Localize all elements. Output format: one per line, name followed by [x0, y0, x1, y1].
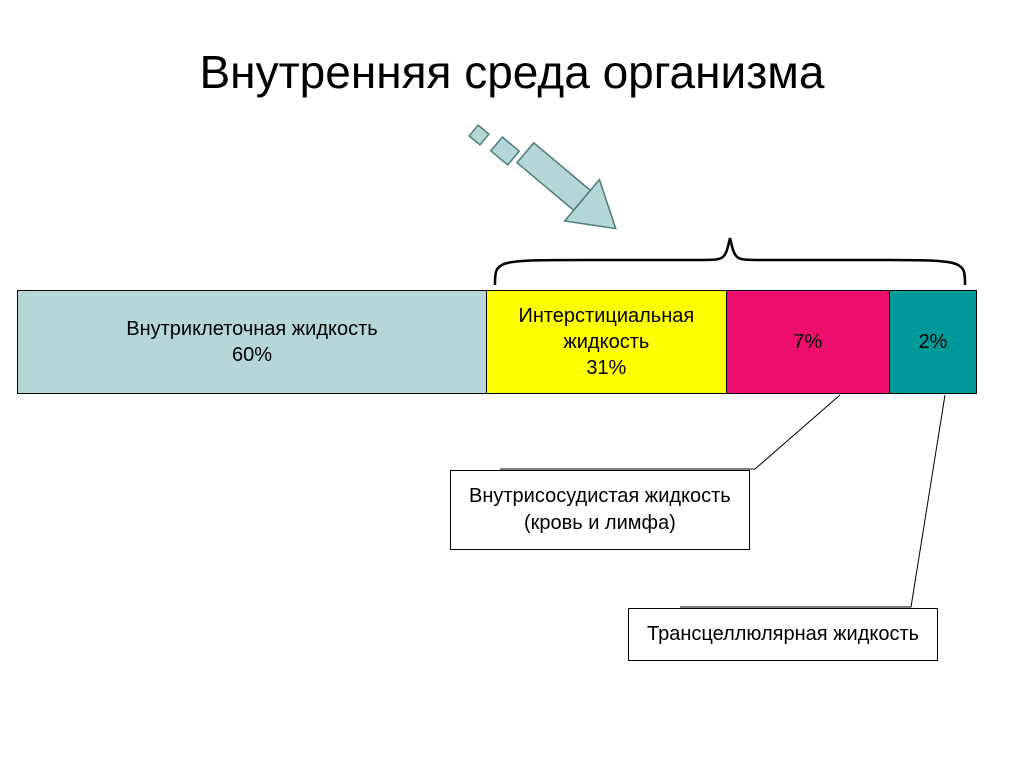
segment-intravascular: 7%: [727, 291, 890, 393]
diagram-title: Внутренняя среда организма: [0, 45, 1024, 99]
callout-transcellular: Трансцеллюлярная жидкость: [628, 608, 938, 661]
arrow-icon: [469, 125, 633, 240]
segment-intracellular: Внутриклеточная жидкость 60%: [18, 291, 487, 393]
stacked-bar: Внутриклеточная жидкость 60% Интерстициа…: [17, 290, 977, 394]
callout-intravascular: Внутрисосудистая жидкость (кровь и лимфа…: [450, 470, 750, 550]
arrow-decoration: [460, 120, 660, 245]
segment-interstitial: Интерстициальная жидкость 31%: [487, 291, 727, 393]
curly-brace: [490, 230, 970, 290]
segment-transcellular: 2%: [890, 291, 976, 393]
